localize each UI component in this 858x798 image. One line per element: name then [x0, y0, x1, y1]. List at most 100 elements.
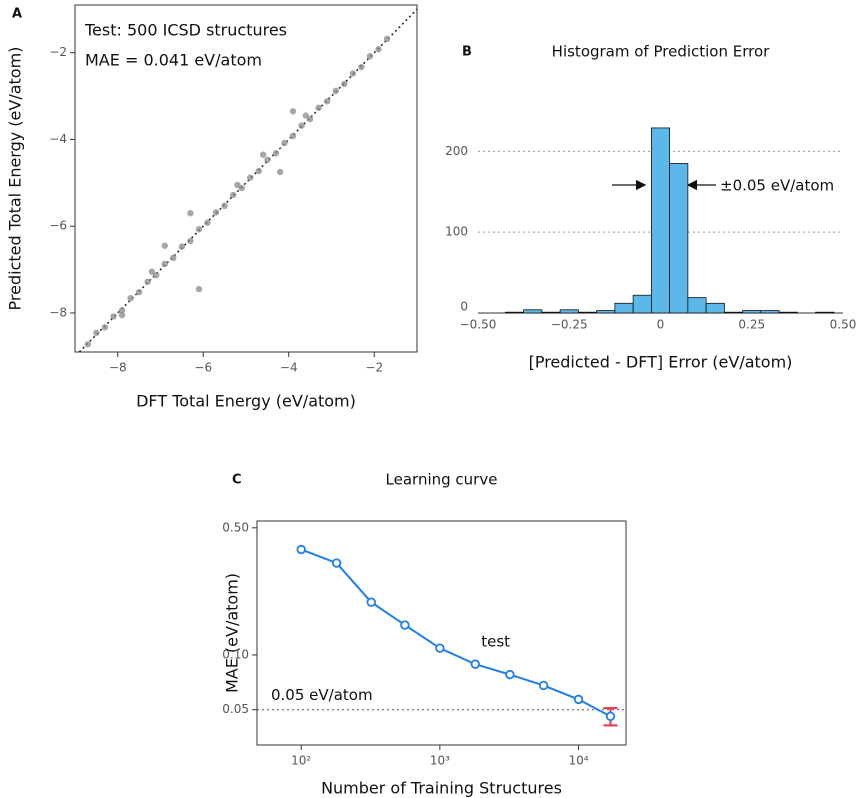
panel-label: B	[462, 45, 472, 60]
point	[296, 544, 306, 555]
point	[101, 324, 109, 331]
bar	[559, 309, 579, 314]
panel-label: C	[232, 473, 242, 488]
point	[324, 98, 331, 105]
bar	[669, 163, 689, 314]
point	[247, 174, 254, 181]
plot-frame	[74, 4, 418, 353]
plot-frame	[256, 520, 627, 746]
point	[289, 108, 297, 115]
bar	[778, 311, 798, 314]
point	[272, 150, 280, 157]
y-tick-label: −2	[49, 45, 67, 59]
point	[84, 340, 92, 348]
point	[306, 115, 314, 123]
point	[178, 243, 186, 250]
point	[538, 680, 549, 691]
y-tick-label: 0.05	[222, 702, 249, 716]
x-tick-label: 0	[657, 318, 665, 332]
annotation: MAE = 0.041 eV/atom	[85, 51, 262, 70]
point	[153, 272, 160, 279]
point	[195, 285, 203, 293]
x-tick-label: −0.50	[460, 318, 497, 332]
x-axis-label: Number of Training Structures	[321, 779, 562, 798]
x-tick-label: −8	[109, 361, 127, 375]
line	[300, 548, 611, 718]
x-tick-label: 0.50	[830, 318, 857, 332]
y-tick-label: −6	[49, 219, 67, 233]
point	[264, 156, 271, 164]
point	[127, 295, 134, 302]
point	[212, 209, 220, 216]
point	[298, 122, 305, 129]
point	[255, 167, 263, 175]
reference-label: 0.05 eV/atom	[271, 686, 373, 704]
bar	[760, 310, 780, 314]
point	[204, 219, 211, 226]
point	[118, 307, 126, 314]
bar	[650, 127, 671, 314]
chart-title: Histogram of Prediction Error	[552, 43, 770, 61]
point	[277, 168, 284, 176]
point	[281, 139, 288, 147]
point	[229, 191, 237, 199]
point	[332, 87, 339, 95]
point	[161, 242, 168, 249]
y-tick-label: 0.10	[222, 647, 249, 661]
bar	[815, 311, 835, 314]
point	[187, 210, 194, 217]
point	[234, 181, 241, 189]
bar	[705, 302, 725, 314]
point	[470, 659, 480, 669]
point	[366, 52, 374, 60]
bar	[577, 311, 598, 314]
bar	[504, 311, 525, 314]
bar	[742, 310, 762, 314]
point	[331, 558, 342, 568]
point	[400, 620, 410, 630]
x-tick-label: −2	[365, 361, 383, 375]
point	[93, 329, 100, 337]
y-tick-label: 200	[445, 144, 468, 158]
y-tick-label: 0	[460, 300, 468, 314]
point	[289, 132, 297, 140]
x-tick-label: −0.25	[551, 318, 588, 332]
point	[341, 80, 348, 88]
x-tick-label: −4	[280, 361, 298, 375]
point	[505, 669, 515, 680]
point	[110, 313, 117, 320]
x-tick-label: 10²	[291, 754, 311, 768]
x-axis-label: DFT Total Energy (eV/atom)	[136, 392, 356, 411]
point	[144, 278, 151, 285]
point	[315, 104, 322, 111]
bar	[596, 310, 616, 314]
point	[135, 288, 143, 296]
bar	[723, 311, 744, 314]
point	[383, 35, 391, 43]
x-tick-label: 10⁴	[568, 754, 588, 768]
panel-label: A	[12, 7, 22, 22]
y-axis-label: Predicted Total Energy (eV/atom)	[6, 47, 25, 311]
point	[349, 70, 357, 77]
point	[605, 711, 616, 722]
y-axis-label: MAE (eV/atom)	[223, 573, 242, 693]
x-axis-label: [Predicted - DFT] Error (eV/atom)	[529, 353, 793, 372]
point	[375, 46, 382, 53]
bar	[687, 297, 707, 314]
bar	[614, 302, 634, 314]
point	[148, 268, 156, 275]
point	[259, 151, 267, 158]
point	[221, 202, 228, 210]
annotation: ±0.05 eV/atom	[720, 177, 834, 195]
bar	[541, 311, 561, 314]
bar	[523, 309, 543, 314]
point	[118, 311, 126, 319]
annotation: Test: 500 ICSD structures	[84, 21, 287, 40]
x-tick-label: −6	[194, 361, 212, 375]
point	[170, 254, 177, 262]
y-tick-label: 100	[445, 225, 468, 239]
point	[435, 643, 445, 653]
point	[195, 226, 203, 233]
y-tick-label: 0.50	[222, 520, 249, 534]
